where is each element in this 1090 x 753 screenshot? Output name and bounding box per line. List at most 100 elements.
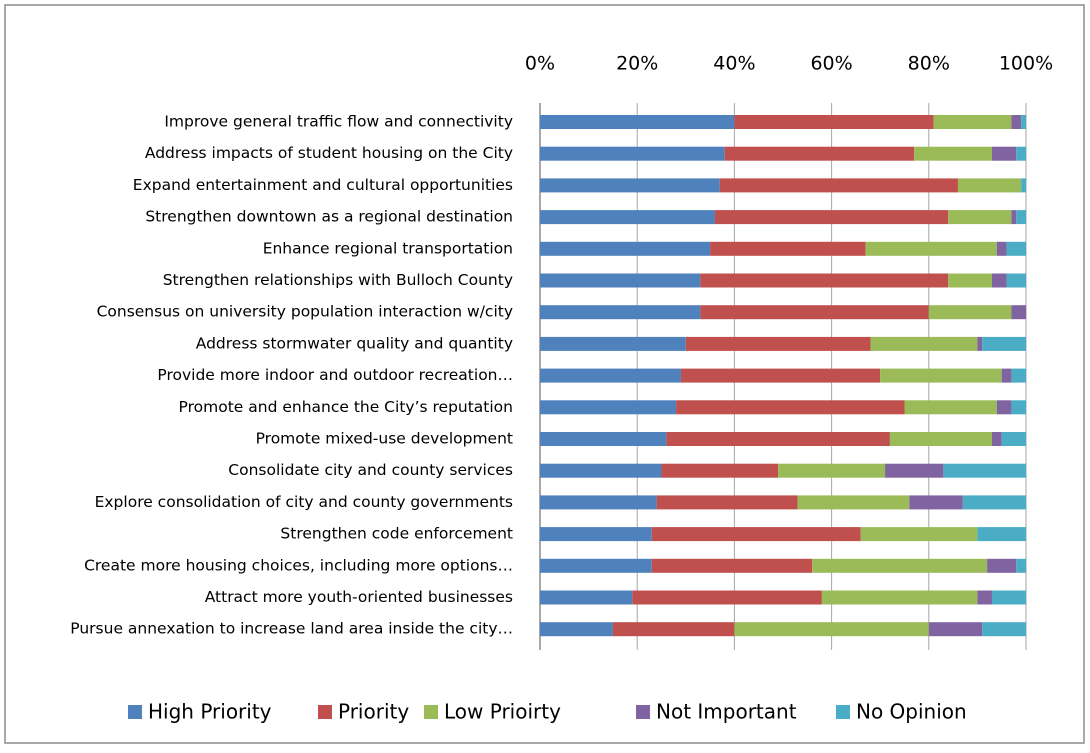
bar-segment (661, 463, 779, 478)
bar-segment (612, 622, 735, 637)
bar-segment (977, 527, 1026, 542)
category-label: Provide more indoor and outdoor recreati… (157, 366, 513, 384)
category-label: Promote mixed-use development (256, 430, 513, 448)
legend-label: No Opinion (856, 700, 967, 724)
bar-segment (540, 590, 633, 605)
bar-segment (1021, 115, 1026, 129)
bar-segment (540, 178, 720, 193)
bar-segment (1016, 558, 1026, 573)
category-label: Improve general traffic flow and connect… (164, 113, 513, 131)
x-tick-label: 0% (525, 53, 555, 75)
category-label: Enhance regional transportation (263, 239, 513, 257)
bar-segment (778, 463, 886, 478)
bar-segment (991, 590, 1026, 605)
bar-segment (734, 115, 934, 129)
bar-segment (933, 115, 1012, 129)
bar-segment (724, 146, 915, 161)
bar-segment (1011, 368, 1026, 383)
bar-segment (860, 527, 978, 542)
category-label: Pursue annexation to increase land area … (70, 620, 513, 638)
legend-swatch (424, 705, 438, 719)
bar-segment (977, 336, 983, 351)
bar-segment (666, 432, 890, 446)
category-label: Address impacts of student housing on th… (145, 144, 513, 162)
bar-segment (1011, 305, 1026, 320)
bar-segment (797, 495, 910, 510)
x-tick-label: 20% (616, 53, 658, 75)
category-label: Create more housing choices, including m… (84, 556, 513, 574)
bar-segment (943, 463, 1026, 478)
bar-segment (651, 558, 813, 573)
bar-segment (1006, 273, 1026, 288)
bar-segment (719, 178, 958, 193)
category-label: Strengthen downtown as a regional destin… (145, 208, 513, 226)
bar-segment (540, 432, 667, 446)
bar-segment (904, 400, 997, 415)
bar-segment (700, 273, 949, 288)
bar-segment (870, 336, 978, 351)
bar-segment (1011, 400, 1026, 415)
category-label: Attract more youth-oriented businesses (205, 588, 513, 606)
bar-segment (540, 622, 613, 637)
bar-segment (710, 241, 866, 256)
bar-segment (991, 432, 1002, 446)
bar-segment (1001, 368, 1012, 383)
bar-segment (880, 368, 1002, 383)
bar-segment (540, 558, 652, 573)
category-label: Expand entertainment and cultural opport… (133, 176, 513, 194)
legend-swatch (128, 705, 142, 719)
bar-segment (1011, 210, 1017, 225)
bar-segment (889, 432, 992, 446)
bar-segment (977, 590, 992, 605)
bar-segment (996, 400, 1012, 415)
bar-segment (991, 273, 1007, 288)
bar-segment (1006, 241, 1026, 256)
category-label: Consensus on university population inter… (97, 303, 513, 321)
bar-segment (812, 558, 988, 573)
category-label: Consolidate city and county services (228, 461, 513, 479)
legend-swatch (836, 705, 850, 719)
legend-label: Not Important (656, 700, 797, 724)
bar-segment (821, 590, 978, 605)
legend-swatch (318, 705, 332, 719)
legend-label: High Priority (148, 700, 272, 724)
bar-segment (948, 210, 1012, 225)
bar-segment (982, 622, 1026, 637)
bar-segment (1001, 432, 1026, 446)
bar-segment (540, 146, 725, 161)
bar-segment (987, 558, 1017, 573)
category-label: Strengthen relationships with Bulloch Co… (163, 271, 513, 289)
bar-segment (865, 241, 997, 256)
bar-segment (540, 527, 652, 542)
bar-segment (540, 495, 657, 510)
x-tick-label: 80% (908, 53, 950, 75)
legend-swatch (636, 705, 650, 719)
bar-segment (1011, 115, 1022, 129)
x-tick-label: 40% (713, 53, 755, 75)
bar-segment (656, 495, 798, 510)
bar-segment (685, 336, 871, 351)
bar-segment (651, 527, 861, 542)
bar-segment (996, 241, 1007, 256)
bar-segment (540, 210, 715, 225)
bar-segment (914, 146, 992, 161)
bar-segment (540, 368, 681, 383)
bar-segment (991, 146, 1017, 161)
bar-segment (540, 241, 711, 256)
bar-segment (734, 622, 929, 637)
bar-segment (714, 210, 949, 225)
bar-segment (957, 178, 1022, 193)
legend-label: Low Prioirty (444, 700, 561, 724)
bar-segment (540, 273, 701, 288)
bar-segment (540, 400, 677, 415)
bar-segment (928, 622, 983, 637)
x-tick-label: 60% (810, 53, 852, 75)
bar-segment (909, 495, 963, 510)
category-label: Address stormwater quality and quantity (196, 334, 513, 352)
bar-segment (540, 115, 735, 129)
bar-segment (885, 463, 944, 478)
category-label: Explore consolidation of city and county… (95, 493, 513, 511)
bar-segment (540, 336, 686, 351)
bar-segment (962, 495, 1026, 510)
bar-segment (540, 463, 662, 478)
